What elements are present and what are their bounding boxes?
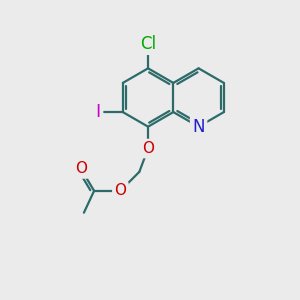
Text: Cl: Cl [140, 34, 156, 52]
Text: O: O [114, 183, 126, 198]
Text: O: O [142, 141, 154, 156]
Text: N: N [192, 118, 205, 136]
Text: O: O [75, 161, 87, 176]
Text: I: I [95, 103, 101, 121]
